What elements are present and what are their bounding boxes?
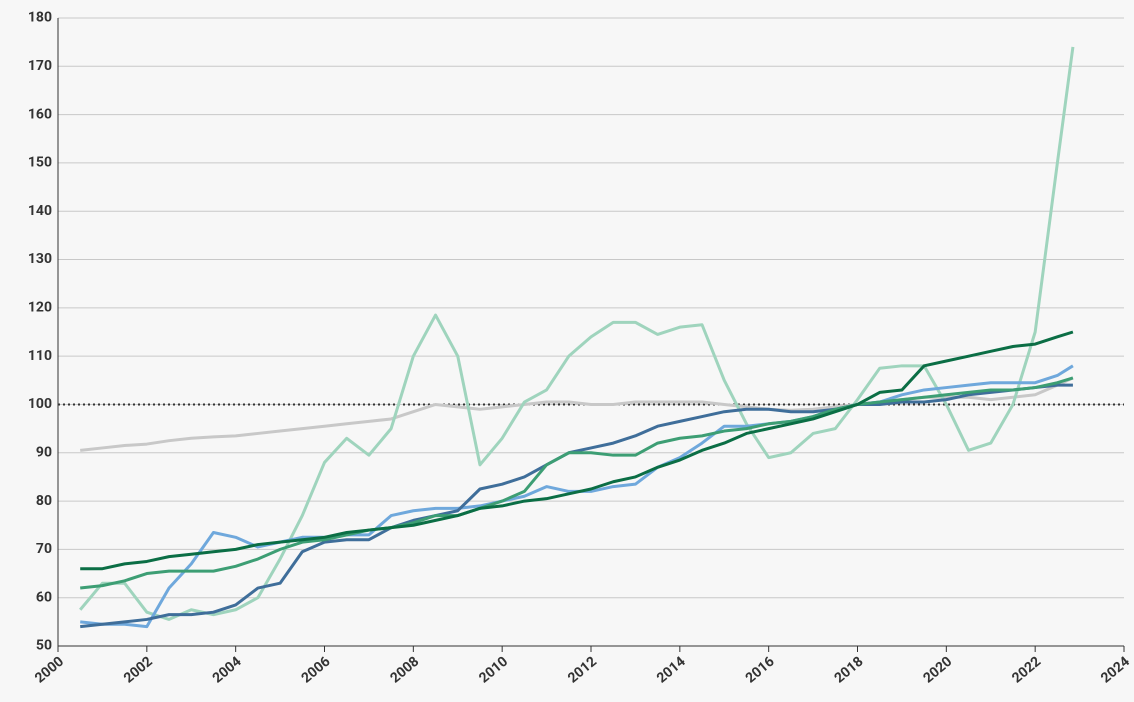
x-tick-label: 2000 <box>32 654 67 687</box>
y-tick-label: 90 <box>36 444 52 460</box>
series-line <box>80 330 1074 571</box>
series-line <box>80 383 1073 629</box>
series-line <box>80 376 1074 590</box>
x-tick-label: 2006 <box>299 654 334 687</box>
x-tick-label: 2016 <box>743 654 778 687</box>
x-tick-label: 2012 <box>565 654 600 687</box>
x-tick-label: 2018 <box>832 654 867 687</box>
x-tick-label: 2024 <box>1098 654 1133 687</box>
x-tick-label: 2010 <box>476 654 511 687</box>
y-tick-label: 150 <box>28 155 52 171</box>
y-tick-label: 100 <box>28 396 52 412</box>
x-tick-label: 2004 <box>210 654 245 687</box>
y-tick-label: 60 <box>36 589 52 605</box>
y-tick-label: 80 <box>36 493 52 509</box>
x-tick-label: 2008 <box>387 654 422 687</box>
y-tick-label: 50 <box>36 638 52 654</box>
y-tick-label: 70 <box>36 541 52 557</box>
y-tick-label: 140 <box>28 203 52 219</box>
y-tick-label: 110 <box>28 348 52 364</box>
y-tick-label: 120 <box>28 300 52 316</box>
x-tick-label: 2014 <box>654 654 689 687</box>
y-tick-label: 170 <box>28 58 52 74</box>
series-line <box>79 46 1075 621</box>
y-tick-label: 160 <box>28 106 52 122</box>
y-tick-label: 130 <box>28 251 52 267</box>
y-tick-label: 180 <box>28 10 52 26</box>
x-tick-label: 2020 <box>920 654 955 687</box>
x-tick-label: 2002 <box>121 654 156 687</box>
x-tick-label: 2022 <box>1009 654 1044 687</box>
